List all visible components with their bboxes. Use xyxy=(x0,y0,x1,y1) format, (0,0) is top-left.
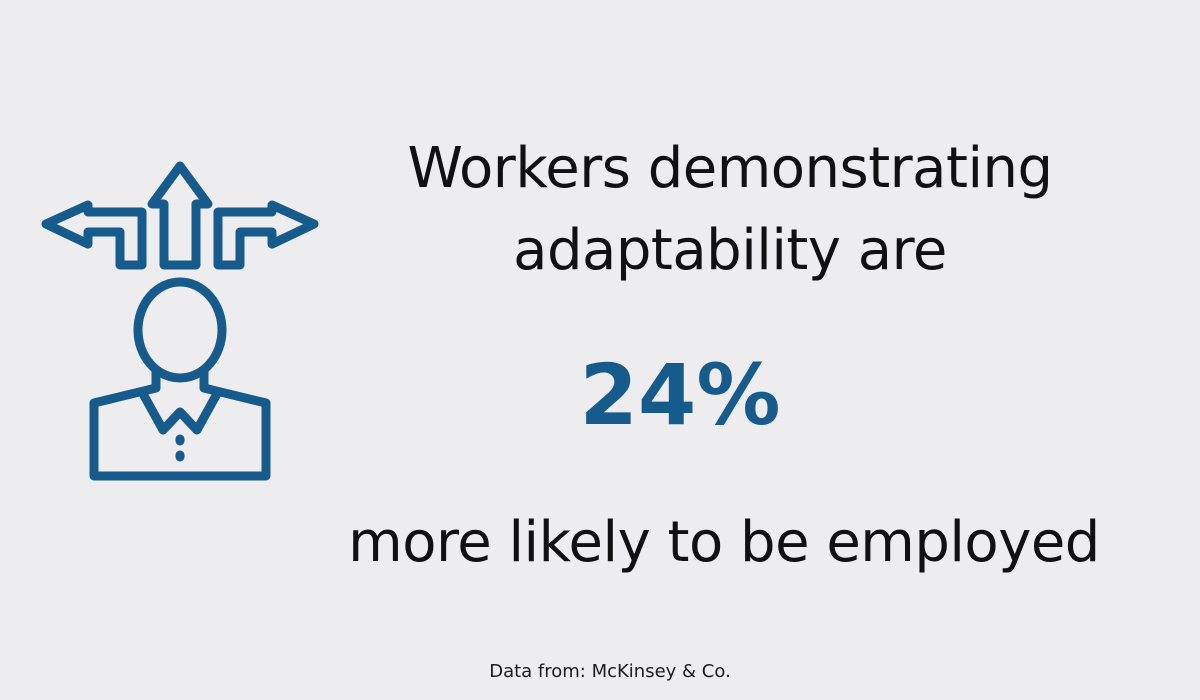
person-arrows-icon xyxy=(40,160,320,485)
up-arrow-icon xyxy=(147,161,213,270)
left-arrow-icon xyxy=(41,200,147,270)
headline: Workers demonstrating adaptability are xyxy=(330,128,1130,292)
statistic-value: 24% xyxy=(579,346,781,444)
headline-line-1: Workers demonstrating xyxy=(407,136,1053,201)
person-head-icon xyxy=(133,277,227,383)
subline: more likely to be employed xyxy=(348,510,1100,575)
source-note: Data from: McKinsey & Co. xyxy=(489,661,731,682)
right-arrow-icon xyxy=(213,200,319,270)
person-body-icon xyxy=(89,365,271,481)
headline-line-2: adaptability are xyxy=(513,218,947,283)
